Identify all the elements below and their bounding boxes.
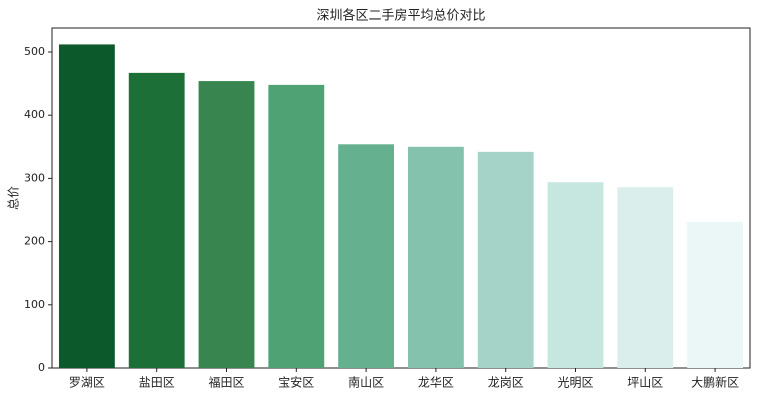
bar — [617, 187, 674, 368]
x-tick-label: 龙华区 — [418, 376, 454, 390]
x-tick-label: 龙岗区 — [488, 376, 524, 390]
bar — [128, 72, 185, 369]
x-tick-label: 福田区 — [208, 375, 244, 390]
bar — [338, 144, 395, 368]
bar — [477, 151, 534, 368]
x-tick-label: 光明区 — [557, 376, 593, 390]
y-tick-label: 200 — [24, 235, 45, 248]
x-tick-label: 罗湖区 — [69, 375, 105, 390]
y-tick-label: 100 — [24, 298, 45, 311]
bar — [407, 146, 464, 368]
x-tick-label: 南山区 — [348, 375, 384, 390]
x-tick-label: 大鹏新区 — [691, 375, 739, 390]
y-tick-label: 0 — [38, 361, 45, 374]
bar — [547, 182, 604, 368]
chart-title: 深圳各区二手房平均总价对比 — [316, 8, 485, 24]
bar — [58, 44, 115, 369]
x-tick-label: 坪山区 — [627, 376, 663, 390]
y-tick-label: 400 — [24, 108, 45, 121]
y-tick-label: 500 — [24, 45, 45, 58]
bar — [687, 222, 744, 368]
bar — [198, 81, 255, 368]
y-axis-label: 总价 — [7, 186, 21, 210]
x-tick-label: 宝安区 — [278, 375, 314, 390]
plot-frame — [51, 27, 751, 369]
bar — [268, 84, 325, 369]
y-tick-label: 300 — [24, 171, 45, 184]
x-tick-label: 盐田区 — [139, 376, 175, 390]
